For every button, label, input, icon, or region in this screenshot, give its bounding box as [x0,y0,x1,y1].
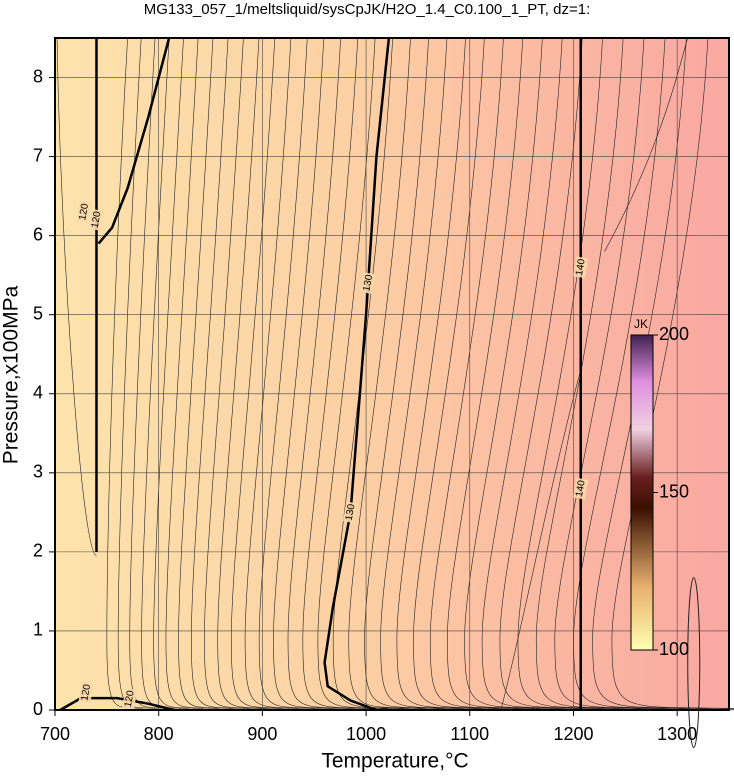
minor-contour [178,37,244,711]
x-tick-label: 700 [40,724,70,744]
contour-line [59,696,175,712]
colorbar [630,334,654,651]
contour-label-bg [342,501,359,524]
y-axis-label: Pressure,x100MPa [0,285,23,464]
minor-contour [258,37,347,711]
contour-label: 130 [360,272,376,294]
x-tick-label: 1300 [657,724,697,744]
x-tick-label: 1000 [346,724,386,744]
minor-contour [302,37,402,711]
minor-contour [204,37,277,711]
contour-label-bg [573,477,589,500]
minor-contour [56,37,97,557]
y-tick-label: 1 [33,620,43,640]
y-tick-label: 3 [33,462,43,482]
plot-background [55,38,729,710]
contour-label: 140 [573,477,589,500]
contour-label: 120 [76,201,92,223]
minor-contour [273,37,365,711]
minor-contour [230,37,312,711]
colorbar-label: JK [634,317,648,331]
minor-contour [446,37,581,711]
contour-label-text: 120 [77,202,91,221]
minor-contour [153,37,211,711]
minor-contour [592,37,734,710]
contour-label: 130 [342,501,359,524]
y-tick-label: 2 [33,541,43,561]
contour-label-bg [122,688,138,710]
minor-contour [165,37,227,711]
minor-contour [500,369,582,711]
minor-contour [573,37,734,711]
contour-label-text: 120 [123,689,137,708]
minor-contour [287,37,384,711]
contour-line [323,37,391,712]
y-tick-label: 5 [33,303,43,323]
y-tick-label: 7 [33,145,43,165]
colorbar-tick-label: 150 [659,481,689,501]
minor-contour [191,37,260,711]
contour-label-text: 140 [574,258,588,277]
y-tick-label: 6 [33,224,43,244]
minor-contour [464,37,602,711]
contour-label-bg [360,272,376,294]
contour-label-text: 130 [361,274,375,293]
contour-label: 140 [573,256,589,279]
plot-frame [54,37,730,711]
minor-contour [499,37,646,711]
minor-contour [348,37,460,711]
contour-label-bg [76,201,92,223]
minor-contour [481,37,624,711]
minor-contour [604,37,688,252]
minor-contour [129,37,179,711]
minor-contour [535,37,690,711]
minor-contour [396,37,519,711]
contour-label: 120 [78,681,94,704]
contour-label-bg [573,256,589,279]
minor-contour [687,577,701,749]
minor-contour [429,37,560,711]
y-tick-label: 8 [33,66,43,86]
contour-line [97,37,171,245]
y-tick-label: 0 [33,699,43,719]
x-tick-label: 900 [247,724,277,744]
x-axis-label: Temperature,°C [321,750,468,773]
colorbar-tick-label: 100 [659,639,689,659]
minor-contour [611,37,734,709]
minor-contour [106,37,149,711]
minor-contour [413,37,540,711]
minor-contour [554,37,712,711]
contour-label-text: 140 [574,479,588,498]
x-tick-label: 1200 [553,724,593,744]
contour-label-text: 120 [79,683,93,702]
minor-contour [217,37,294,711]
contour-label-text: 120 [90,210,104,229]
contour-label: 120 [122,688,138,710]
minor-contour [244,37,329,711]
minor-contour [380,37,499,711]
y-tick-label: 4 [33,383,43,403]
x-tick-label: 1100 [450,724,489,744]
contour-label-bg [88,208,105,231]
minor-contour [364,37,479,711]
colorbar-tick-label: 200 [659,324,689,344]
contour-label: 120 [88,208,105,231]
contour-label-bg [78,681,94,704]
contour-label-text: 130 [344,503,358,522]
chart-title: MG133_057_1/meltsliquid/sysCpJK/H2O_1.4_… [144,1,591,18]
x-tick-label: 800 [144,724,174,744]
minor-contour [317,37,421,711]
